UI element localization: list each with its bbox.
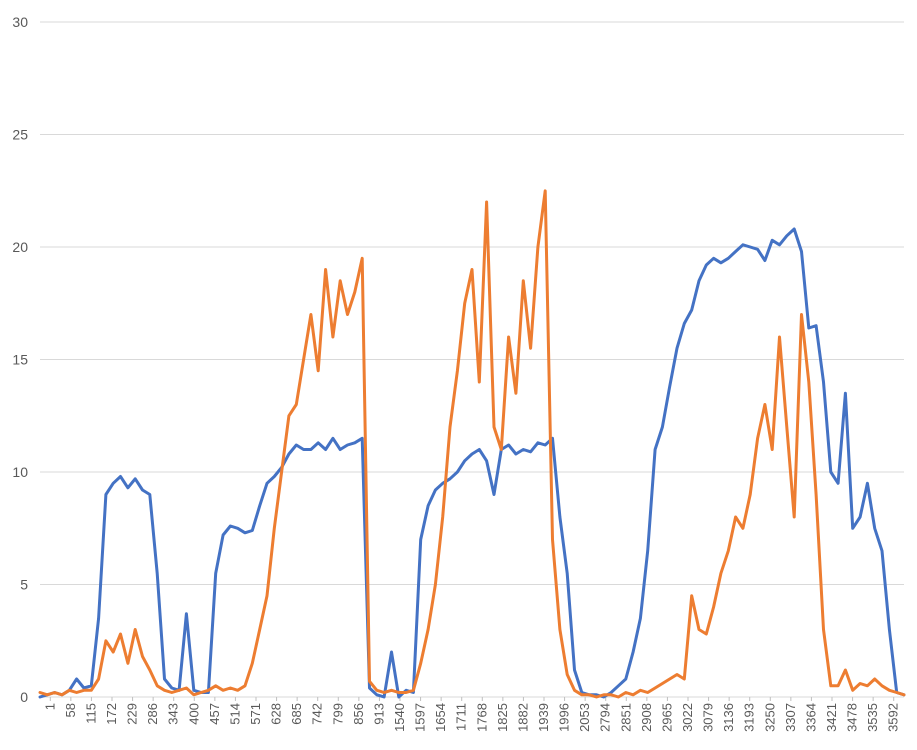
x-tick-label: 1 xyxy=(42,703,57,710)
y-tick-label: 0 xyxy=(20,689,28,705)
x-tick-label: 3136 xyxy=(721,703,736,732)
series-line-2 xyxy=(38,189,906,699)
x-tick-label: 685 xyxy=(289,703,304,725)
x-tick-label: 3193 xyxy=(742,703,757,732)
x-tick-label: 3079 xyxy=(701,703,716,732)
x-axis-ticks: 1 58 115 172 229 286 343 400 457 514 571 628 685 742 7… xyxy=(42,697,901,732)
x-tick-label: 58 xyxy=(63,703,78,717)
x-tick-label: 3307 xyxy=(783,703,798,732)
x-tick-label: 856 xyxy=(351,703,366,725)
x-tick-label: 628 xyxy=(269,703,284,725)
x-tick-label: 1711 xyxy=(454,703,469,731)
y-axis-ticks: 0 5 10 15 20 25 30 xyxy=(12,14,28,705)
y-tick-label: 25 xyxy=(12,127,28,143)
x-tick-label: 1654 xyxy=(433,703,448,732)
x-tick-label: 1996 xyxy=(557,703,572,732)
series-group xyxy=(38,189,906,699)
y-tick-label: 30 xyxy=(12,14,28,30)
x-tick-label: 3421 xyxy=(824,703,839,732)
x-tick-label: 3022 xyxy=(680,703,695,732)
x-tick-label: 2851 xyxy=(618,703,633,732)
x-tick-label: 3364 xyxy=(803,703,818,732)
x-tick-label: 1597 xyxy=(413,703,428,732)
series-line-1 xyxy=(38,227,906,699)
x-tick-label: 457 xyxy=(207,703,222,725)
x-tick-label: 115 xyxy=(83,703,98,724)
x-tick-label: 400 xyxy=(186,703,201,725)
x-tick-label: 172 xyxy=(104,703,119,725)
x-tick-label: 2908 xyxy=(639,703,654,732)
x-tick-label: 1939 xyxy=(536,703,551,732)
x-tick-label: 1768 xyxy=(474,703,489,732)
x-tick-label: 1825 xyxy=(495,703,510,732)
x-tick-label: 742 xyxy=(310,703,325,725)
x-tick-label: 343 xyxy=(166,703,181,725)
x-tick-label: 3478 xyxy=(845,703,860,732)
x-tick-label: 913 xyxy=(371,703,386,725)
y-tick-label: 5 xyxy=(20,577,28,593)
y-tick-label: 15 xyxy=(12,352,28,368)
x-tick-label: 3535 xyxy=(865,703,880,732)
x-tick-label: 286 xyxy=(145,703,160,725)
x-tick-label: 3592 xyxy=(886,703,901,732)
x-tick-label: 1882 xyxy=(515,703,530,732)
y-tick-label: 10 xyxy=(12,464,28,480)
x-tick-label: 2965 xyxy=(659,703,674,732)
x-tick-label: 229 xyxy=(125,703,140,725)
x-tick-label: 799 xyxy=(330,703,345,725)
x-tick-label: 1540 xyxy=(392,703,407,732)
x-tick-label: 571 xyxy=(248,703,263,725)
y-tick-label: 20 xyxy=(12,239,28,255)
x-tick-label: 3250 xyxy=(762,703,777,732)
x-tick-label: 2794 xyxy=(598,703,613,732)
x-tick-label: 514 xyxy=(227,703,242,725)
x-tick-label: 2053 xyxy=(577,703,592,732)
gridlines xyxy=(40,21,904,585)
